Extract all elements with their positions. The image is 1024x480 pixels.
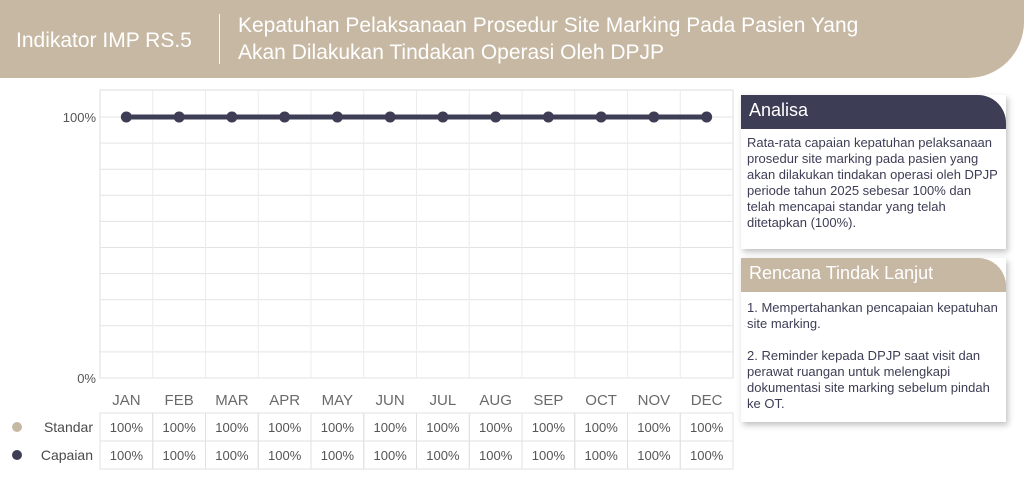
data-point-capaian xyxy=(226,111,238,123)
rtl-panel: Rencana Tindak Lanjut 1. Mempertahankan … xyxy=(741,258,1006,422)
x-tick-label: MAR xyxy=(215,392,249,409)
analisa-title: Analisa xyxy=(749,100,809,120)
table-cell-value: 100% xyxy=(374,420,408,435)
table-cell-value: 100% xyxy=(163,420,197,435)
x-tick-label: JAN xyxy=(112,392,140,409)
table-cell-value: 100% xyxy=(637,420,671,435)
x-tick-label: NOV xyxy=(638,392,671,409)
indicator-label: Indikator IMP RS.5 xyxy=(16,29,192,52)
analisa-text: Rata-rata capaian kepatuhan pelaksanaan … xyxy=(747,135,998,230)
page-title: Kepatuhan Pelaksanaan Prosedur Site Mark… xyxy=(238,12,978,66)
table-cell-value: 100% xyxy=(426,420,460,435)
x-tick-label: AUG xyxy=(479,392,512,409)
table-cell-value: 100% xyxy=(163,448,197,463)
table-cell-value: 100% xyxy=(532,420,566,435)
x-tick-label: JUL xyxy=(430,392,457,409)
data-point-capaian xyxy=(331,111,343,123)
table-cell-value: 100% xyxy=(110,448,144,463)
table-cell-value: 100% xyxy=(479,420,513,435)
data-table: Standar 100% 100% 100% 100% 100% 100% 100% 100% 1… xyxy=(12,412,734,470)
rtl-text: 1. Mempertahankan pencapaian kepatuhan s… xyxy=(747,300,999,428)
header-divider xyxy=(219,14,220,64)
table-cell-value: 100% xyxy=(110,420,144,435)
page-title-line2: Akan Dilakukan Tindakan Operasi Oleh DPJ… xyxy=(238,41,665,64)
data-point-capaian xyxy=(120,111,132,123)
y-tick-label: 100% xyxy=(63,110,97,125)
x-tick-label: OCT xyxy=(585,392,617,409)
data-point-capaian xyxy=(279,111,291,123)
table-cell-value: 100% xyxy=(215,448,249,463)
analisa-header: Analisa xyxy=(741,95,1006,129)
table-cell-value: 100% xyxy=(585,420,619,435)
table-cell-value: 100% xyxy=(374,448,408,463)
table-cell-value: 100% xyxy=(479,448,513,463)
chart-grid xyxy=(99,89,734,379)
rtl-header: Rencana Tindak Lanjut xyxy=(741,258,1006,292)
rtl-title: Rencana Tindak Lanjut xyxy=(749,263,934,283)
x-tick-label: APR xyxy=(269,392,300,409)
table-cell-value: 100% xyxy=(532,448,566,463)
header-banner: Indikator IMP RS.5 Kepatuhan Pelaksanaan… xyxy=(0,0,1024,78)
y-tick-label: 0% xyxy=(77,371,96,386)
table-cell-value: 100% xyxy=(268,420,302,435)
data-point-capaian xyxy=(437,111,449,123)
x-tick-label: MAY xyxy=(322,392,353,409)
legend-marker-capaian xyxy=(12,450,22,460)
chart-lines xyxy=(120,111,713,123)
x-tick-label: SEP xyxy=(533,392,563,409)
table-cell-value: 100% xyxy=(321,448,355,463)
table-cell-value: 100% xyxy=(321,420,355,435)
rtl-item-1: 1. Mempertahankan pencapaian kepatuhan s… xyxy=(747,300,998,331)
table-cell-value: 100% xyxy=(215,420,249,435)
data-point-capaian xyxy=(595,111,607,123)
legend-marker-standar xyxy=(12,422,22,432)
x-tick-label: JUN xyxy=(376,392,405,409)
data-point-capaian xyxy=(384,111,396,123)
data-point-capaian xyxy=(173,111,185,123)
line-chart: 100% 0% JAN FEB MAR APR MAY JUN JUL AUG SEP OCT NOV D… xyxy=(12,89,734,470)
table-cell-value: 100% xyxy=(585,448,619,463)
legend-label-standar: Standar xyxy=(44,419,93,435)
x-tick-label: FEB xyxy=(165,392,194,409)
table-cell-value: 100% xyxy=(690,420,724,435)
analisa-panel: Analisa Rata-rata capaian kepatuhan pela… xyxy=(741,95,1006,249)
data-point-capaian xyxy=(490,111,502,123)
table-cell-value: 100% xyxy=(426,448,460,463)
table-cell-border xyxy=(679,440,734,470)
data-point-capaian xyxy=(701,111,713,123)
table-cell-value: 100% xyxy=(690,448,724,463)
data-point-capaian xyxy=(648,111,660,123)
legend-label-capaian: Capaian xyxy=(41,447,93,463)
table-cell-value: 100% xyxy=(268,448,302,463)
data-point-capaian xyxy=(542,111,554,123)
x-tick-label: DEC xyxy=(691,392,723,409)
table-cell-value: 100% xyxy=(637,448,671,463)
chart-labels: 100% 0% JAN FEB MAR APR MAY JUN JUL AUG SEP OCT NOV D… xyxy=(63,110,723,409)
page-title-line1: Kepatuhan Pelaksanaan Prosedur Site Mark… xyxy=(238,14,859,37)
rtl-item-2: 2. Reminder kepada DPJP saat visit dan p… xyxy=(747,348,990,411)
